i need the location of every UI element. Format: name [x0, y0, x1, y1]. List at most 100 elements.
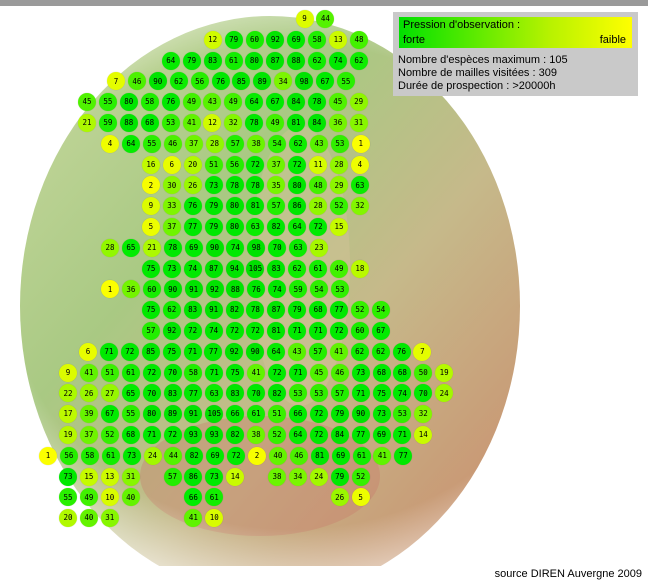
grid-cell-marker: 90	[163, 280, 182, 299]
grid-cell-marker: 71	[99, 342, 118, 361]
grid-cell-marker: 49	[330, 259, 348, 278]
grid-cell-marker: 51	[204, 155, 223, 174]
grid-cell-marker: 58	[308, 30, 327, 49]
grid-cell-marker: 38	[247, 134, 266, 153]
grid-cell-marker: 72	[120, 342, 139, 361]
grid-cell-marker: 37	[162, 218, 181, 236]
grid-cell-marker: 69	[287, 30, 306, 49]
grid-cell-marker: 80	[119, 93, 138, 112]
grid-cell-marker: 55	[336, 72, 355, 91]
grid-cell-marker: 66	[288, 405, 307, 424]
grid-cell-marker: 80	[288, 176, 307, 195]
grid-cell-marker: 70	[142, 384, 161, 403]
grid-cell-marker: 1	[39, 446, 57, 465]
grid-cell-marker: 79	[330, 405, 349, 424]
grid-cell-marker: 46	[163, 134, 182, 153]
grid-cell-marker: 20	[59, 509, 77, 528]
grid-cell-marker: 60	[350, 322, 369, 340]
grid-cell-marker: 26	[79, 384, 98, 403]
legend-gradient: Pression d'observation : forte faible	[399, 17, 632, 48]
grid-cell-marker: 90	[351, 405, 370, 424]
grid-cell-marker: 29	[349, 93, 368, 112]
grid-cell-marker: 32	[224, 114, 243, 132]
grid-cell-marker: 76	[183, 197, 202, 216]
grid-cell-marker: 90	[205, 238, 224, 257]
grid-cell-marker: 59	[98, 114, 117, 132]
grid-cell-marker: 52	[350, 301, 369, 320]
grid-cell-marker: 89	[253, 72, 272, 91]
grid-cell-marker: 76	[392, 342, 411, 361]
grid-cell-marker: 64	[288, 426, 307, 444]
grid-cell-marker: 64	[267, 342, 286, 361]
grid-cell-marker: 53	[161, 114, 180, 132]
duration-text: Durée de prospection : >20000h	[398, 80, 556, 92]
grid-cell-marker: 41	[79, 363, 98, 382]
grid-cell-marker: 69	[331, 446, 350, 465]
grid-cell-marker: 14	[414, 426, 433, 444]
grid-cell-marker: 71	[309, 322, 328, 340]
grid-cell-marker: 75	[141, 259, 160, 278]
grid-cell-marker: 84	[287, 93, 305, 112]
grid-cell-marker: 69	[206, 446, 225, 465]
grid-cell-marker: 79	[330, 467, 349, 486]
grid-cell-marker: 74	[268, 280, 287, 299]
grid-cell-marker: 4	[101, 134, 119, 153]
legend-high-label: faible	[599, 34, 626, 46]
grid-cell-marker: 20	[183, 155, 202, 174]
grid-cell-marker: 6	[162, 155, 181, 174]
grid-cell-marker: 92	[205, 280, 224, 299]
grid-cell-marker: 61	[309, 259, 328, 278]
grid-cell-marker: 46	[330, 363, 349, 382]
grid-cell-marker: 49	[182, 93, 201, 112]
grid-cell-marker: 29	[330, 176, 348, 195]
grid-cell-marker: 13	[100, 467, 119, 486]
grid-cell-marker: 32	[414, 405, 433, 424]
grid-cell-marker: 91	[184, 280, 203, 299]
grid-cell-marker: 62	[350, 342, 369, 361]
grid-cell-marker: 9	[59, 363, 77, 382]
grid-cell-marker: 86	[288, 197, 307, 216]
grid-cell-marker: 30	[162, 176, 181, 195]
grid-cell-marker: 94	[225, 259, 244, 278]
grid-cell-marker: 40	[121, 488, 140, 507]
grid-cell-marker: 71	[288, 363, 307, 382]
grid-cell-marker: 44	[316, 10, 335, 28]
grid-cell-marker: 34	[274, 72, 293, 91]
grid-cell-marker: 52	[351, 467, 370, 486]
grid-cell-marker: 67	[266, 93, 285, 112]
grid-cell-marker: 64	[161, 51, 180, 70]
grid-cell-marker: 98	[295, 72, 314, 91]
grid-cell-marker: 74	[204, 322, 223, 340]
grid-cell-marker: 37	[267, 155, 286, 174]
grid-cell-marker: 45	[78, 93, 96, 112]
grid-cell-marker: 9	[295, 10, 314, 28]
grid-cell-marker: 62	[288, 259, 307, 278]
grid-cell-marker: 75	[162, 342, 181, 361]
grid-cell-marker: 26	[183, 176, 202, 195]
grid-cell-marker: 89	[163, 405, 182, 424]
grid-cell-marker: 57	[226, 134, 245, 153]
grid-cell-marker: 39	[79, 405, 98, 424]
grid-cell-marker: 72	[268, 363, 286, 382]
grid-cell-marker: 53	[330, 280, 349, 299]
grid-cell-marker: 15	[330, 218, 348, 236]
max-species-text: Nombre d'espèces maximum : 105	[398, 54, 568, 66]
grid-cell-marker: 71	[393, 426, 412, 444]
grid-cell-marker: 41	[329, 342, 348, 361]
grid-cell-marker: 31	[100, 509, 119, 528]
grid-cell-marker: 72	[330, 322, 348, 340]
grid-cell-marker: 9	[141, 197, 160, 216]
grid-cell-marker: 71	[351, 384, 370, 403]
grid-cell-marker: 27	[100, 384, 119, 403]
grid-cell-marker: 38	[268, 467, 286, 486]
grid-cell-marker: 57	[267, 197, 286, 216]
grid-cell-marker: 52	[268, 426, 286, 444]
grid-cell-marker: 62	[308, 51, 327, 70]
grid-cell-marker: 65	[121, 238, 140, 257]
grid-cell-marker: 72	[227, 446, 246, 465]
grid-cell-marker: 68	[309, 301, 328, 320]
grid-cell-marker: 38	[247, 426, 266, 444]
grid-cell-marker: 68	[121, 426, 140, 444]
grid-cell-marker: 105	[205, 405, 224, 424]
grid-cell-marker: 28	[309, 197, 328, 216]
